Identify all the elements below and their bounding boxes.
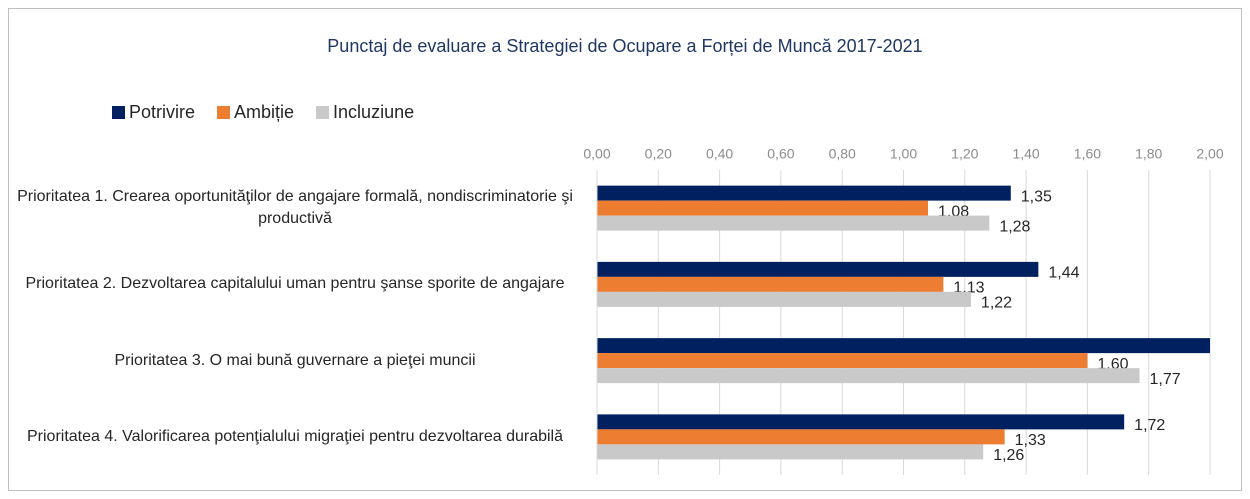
- bar: [597, 368, 1140, 384]
- legend-swatch: [217, 106, 231, 119]
- bar: [597, 276, 944, 292]
- x-tick-label: 1,40: [1012, 146, 1039, 162]
- x-tick-label: 1,80: [1135, 146, 1162, 162]
- y-tick-label: Prioritatea 1. Crearea oportunităţilor d…: [17, 188, 573, 228]
- data-label: 1,72: [1134, 417, 1165, 434]
- x-tick-label: 1,00: [890, 146, 917, 162]
- y-tick-label: Prioritatea 4. Valorificarea potenţialul…: [27, 427, 563, 445]
- data-label: 1,33: [1015, 432, 1046, 449]
- bar: [597, 200, 929, 216]
- bar: [597, 338, 1210, 354]
- x-tick-label: 1,60: [1074, 146, 1101, 162]
- x-tick-label: 2,00: [1196, 146, 1223, 162]
- bar: [597, 414, 1125, 430]
- y-tick-label: Prioritatea 2. Dezvoltarea capitalului u…: [25, 275, 565, 293]
- bar: [597, 291, 971, 307]
- x-tick-label: 0,20: [645, 146, 672, 162]
- legend-label: Potrivire: [129, 102, 195, 122]
- data-label: 1,44: [1048, 265, 1079, 282]
- bar: [597, 429, 1005, 445]
- legend-swatch: [316, 106, 330, 119]
- legend-swatch: [112, 106, 125, 119]
- data-label: 1,35: [1021, 188, 1052, 205]
- bar: [597, 185, 1011, 201]
- bar: [597, 353, 1088, 369]
- data-label: 1,22: [981, 295, 1012, 312]
- x-tick-label: 0,00: [583, 146, 610, 162]
- bar: [597, 261, 1039, 277]
- chart-border: [8, 8, 1242, 491]
- bar: [597, 444, 984, 460]
- legend-label: Incluziune: [333, 102, 414, 122]
- x-tick-label: 0,40: [706, 146, 733, 162]
- x-tick-label: 0,80: [829, 146, 856, 162]
- chart-title: Punctaj de evaluare a Strategiei de Ocup…: [327, 36, 922, 56]
- data-label: 1,28: [999, 218, 1030, 235]
- x-tick-label: 0,60: [767, 146, 794, 162]
- legend-label: Ambiție: [234, 102, 294, 122]
- x-tick-label: 1,20: [951, 146, 978, 162]
- data-label: 1,26: [993, 447, 1024, 464]
- data-label: 1,77: [1150, 371, 1181, 388]
- bar: [597, 215, 990, 231]
- y-tick-label: Prioritatea 3. O mai bună guvernare a pi…: [114, 351, 476, 369]
